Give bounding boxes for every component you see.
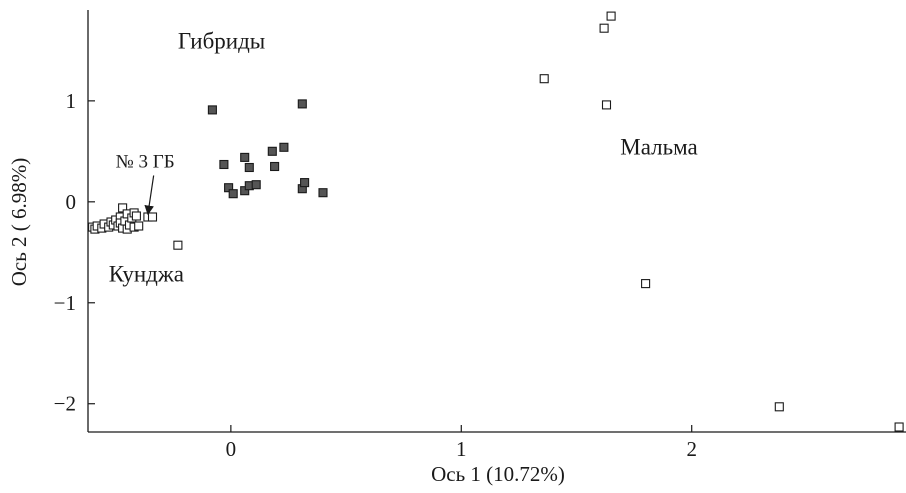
open-point (147, 212, 158, 222)
open-point (134, 221, 144, 231)
y-tick-label: 0 (66, 190, 77, 214)
open-point (131, 211, 141, 221)
data-points (88, 11, 904, 432)
hybrid-point (297, 99, 307, 109)
open-point (118, 203, 128, 213)
x-tick-label: 0 (226, 437, 237, 461)
series-Гибриды (207, 99, 328, 199)
hybrid-point (251, 180, 261, 190)
open-point (599, 23, 609, 33)
open-point (894, 422, 904, 432)
open-point (539, 74, 549, 84)
open-point (774, 402, 784, 412)
hybrid-point (240, 186, 250, 196)
y-tick-label: −2 (54, 392, 76, 416)
hybrid-point (207, 105, 217, 115)
annotation-arrow (144, 175, 155, 216)
annotation-label: Мальма (620, 134, 697, 159)
hybrid-point (267, 146, 277, 156)
hybrid-point (270, 161, 280, 172)
hybrid-point (219, 159, 229, 170)
hybrid-point (300, 178, 310, 188)
open-point (641, 279, 651, 289)
hybrid-point (240, 152, 250, 162)
hybrid-point (279, 142, 289, 152)
open-point (173, 240, 183, 250)
x-tick-label: 1 (456, 437, 467, 461)
x-axis-label: Ось 1 (10.72%) (431, 462, 565, 486)
hybrid-point (318, 188, 328, 198)
annotation-label: Гибриды (178, 28, 265, 53)
hybrid-point (224, 183, 234, 193)
hybrid-point (228, 189, 238, 199)
y-axis-label: Ось 2 ( 6.98%) (7, 158, 31, 287)
open-point (606, 11, 616, 21)
open-point (601, 100, 612, 110)
annotation-label: Кунджа (109, 262, 184, 287)
annotation-label: № 3 ГБ (116, 151, 175, 172)
series-Мальма (539, 11, 904, 432)
y-tick-label: 1 (66, 89, 77, 113)
axes: 0 1 2 −2 −1 0 1 (54, 10, 906, 461)
y-tick-label: −1 (54, 291, 76, 315)
annotations: Гибриды Мальма Кунджа № 3 ГБ (109, 28, 698, 286)
hybrid-point (244, 162, 254, 173)
series-Кунджа (88, 203, 183, 250)
x-tick-label: 2 (686, 437, 697, 461)
